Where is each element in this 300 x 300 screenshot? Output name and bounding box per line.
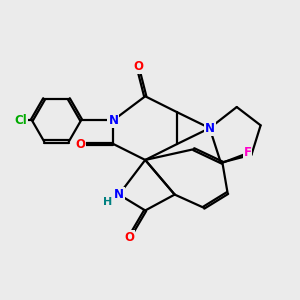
Text: O: O (124, 231, 134, 244)
Text: N: N (114, 188, 124, 201)
Text: N: N (205, 122, 215, 135)
Text: N: N (108, 114, 118, 127)
Text: H: H (103, 197, 112, 207)
Text: O: O (134, 60, 144, 73)
Text: Cl: Cl (14, 114, 27, 127)
Text: O: O (75, 137, 85, 151)
Text: F: F (244, 146, 251, 159)
